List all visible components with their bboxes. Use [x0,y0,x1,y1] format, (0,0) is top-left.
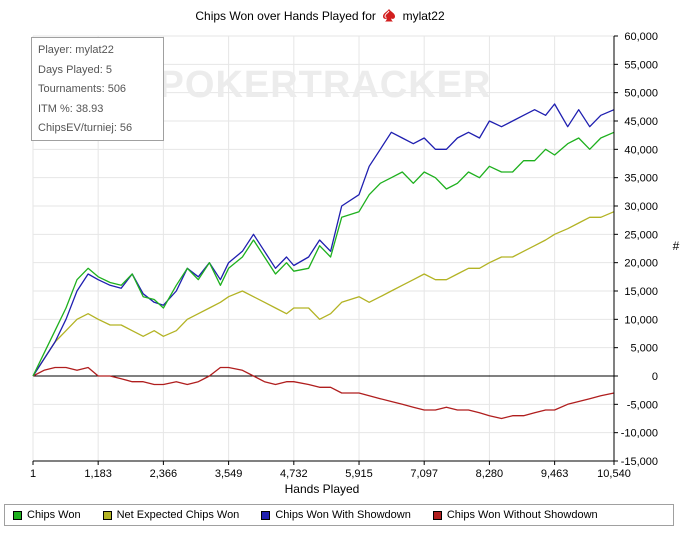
x-tick-label: 7,097 [410,468,438,480]
y-axis-label: # [673,239,680,253]
series-line-chips-won [32,131,615,377]
x-axis-label: Hands Played [285,482,360,496]
y-tick-label: 50,000 [624,88,658,100]
y-tick-label: 60,000 [624,31,658,43]
series-layer [32,103,615,420]
info-player: Player: mylat22 [38,44,114,56]
y-tick-label: 55,000 [624,59,658,71]
legend-label: Chips Won [27,509,81,521]
y-tick-label: 0 [652,371,658,383]
y-tick-label: 15,000 [624,286,658,298]
legend-label: Chips Won With Showdown [275,509,411,521]
legend-swatch [102,510,112,520]
legend-item-with-showdown: Chips Won With Showdown [261,509,411,521]
x-tick-label: 1,183 [84,468,112,480]
legend-item-net-expected: Net Expected Chips Won [102,509,240,521]
y-tick-label: -15,000 [621,456,658,468]
y-tick-labels: 60,000 55,000 50,000 45,000 40,000 35,000 30,0… [621,31,658,468]
watermark-text: POKERTRACKER [159,64,492,106]
x-tick-label: 5,915 [345,468,373,480]
info-itm: ITM %: 38.93 [38,102,104,115]
x-tick-labels: 1 1,183 2,366 3,549 4,732 5,915 7,097 8,280 9,46… [30,468,631,480]
x-tick-label: 2,366 [150,468,178,480]
series-line-net-expected-chips-won [32,211,615,377]
y-tick-label: 45,000 [624,116,658,128]
series-line-chips-won-with-showdown [32,103,615,377]
y-tick-label: 10,000 [624,314,658,326]
legend-swatch [432,510,442,520]
chart-title-text: Chips Won over Hands Played for [195,9,376,23]
y-tick-label: -5,000 [627,399,658,411]
legend-swatch [13,510,22,520]
legend-swatch [261,510,271,520]
chart-legend: Chips Won Net Expected Chips Won Chips W… [4,504,674,526]
series-line-chips-won-without-showdown [32,366,615,420]
legend-item-without-showdown: Chips Won Without Showdown [432,509,598,521]
info-days-played: Days Played: 5 [38,63,112,76]
pokertracker-spade-icon [383,9,396,22]
legend-label: Chips Won Without Showdown [446,509,598,521]
legend-label: Net Expected Chips Won [116,509,240,521]
chart-title: Chips Won over Hands Played for mylat22 [0,8,640,23]
x-tick-label: 10,540 [597,468,631,480]
info-tournaments: Tournaments: 506 [38,83,127,95]
x-tick-label: 4,732 [280,468,308,480]
y-tick-label: -10,000 [621,428,658,440]
x-tick-label: 3,549 [215,468,243,480]
y-tick-label: 30,000 [624,201,658,213]
player-info-box: Player: mylat22 Days Played: 5 Tournamen… [31,37,164,141]
x-tick-label: 8,280 [476,468,504,480]
axes [32,35,618,465]
x-tick-label: 1 [30,468,36,480]
y-tick-label: 20,000 [624,258,658,270]
x-tick-label: 9,463 [541,468,569,480]
y-tick-label: 40,000 [624,144,658,156]
y-tick-label: 25,000 [624,229,658,241]
y-tick-label: 5,000 [630,343,658,355]
legend-item-chips-won: Chips Won [13,509,81,521]
y-tick-label: 35,000 [624,173,658,185]
info-chipsev: ChipsEV/turniej: 56 [38,122,133,134]
chart-title-player: mylat22 [402,9,445,23]
